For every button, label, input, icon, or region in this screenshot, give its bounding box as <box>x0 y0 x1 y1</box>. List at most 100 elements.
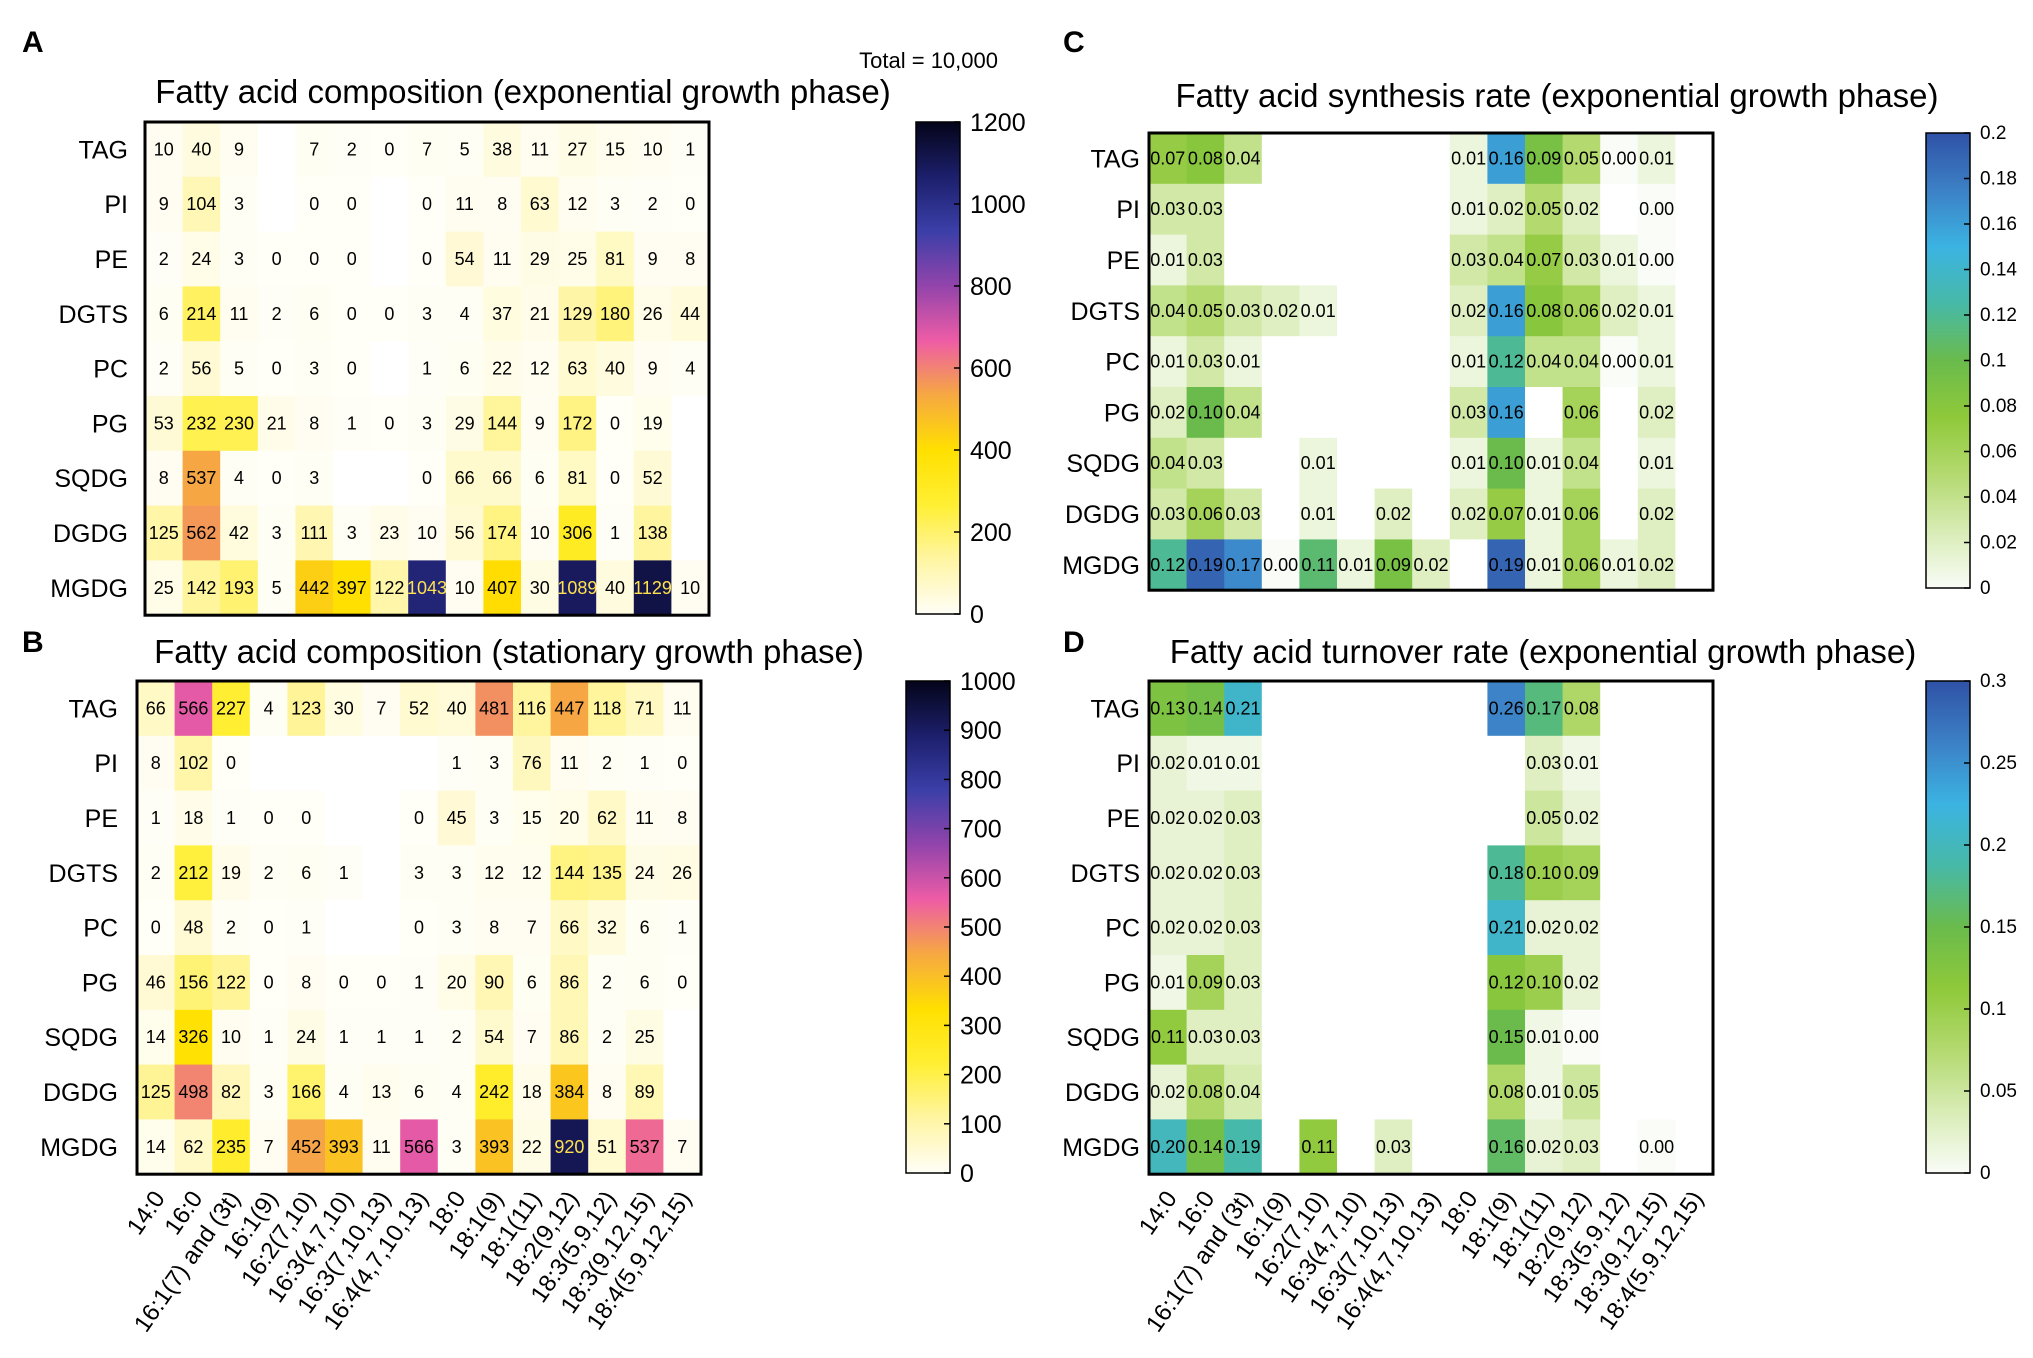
heatmap-cell <box>483 286 522 342</box>
cell-value: 0 <box>347 194 357 214</box>
row-label: DGTS <box>1071 860 1140 888</box>
heatmap-cell <box>137 1119 176 1175</box>
heatmap-cell <box>1449 1009 1488 1066</box>
heatmap-cell <box>220 176 259 233</box>
cell-value: 0.03 <box>1225 504 1260 524</box>
heatmap-cell <box>596 396 635 452</box>
cell-value: 0.03 <box>1225 808 1260 828</box>
heatmap-cell <box>1149 790 1188 846</box>
heatmap-cell <box>633 176 672 233</box>
cell-value: 1 <box>685 139 695 159</box>
heatmap-cell <box>1299 735 1338 792</box>
heatmap-cell <box>1449 234 1488 286</box>
cell-value: 0.02 <box>1150 402 1185 422</box>
panel-b: B Fatty acid composition (stationary gro… <box>22 626 1016 1337</box>
heatmap-cell <box>1637 681 1676 737</box>
heatmap-cell <box>1186 1064 1225 1120</box>
heatmap-cell <box>1337 955 1376 1011</box>
cell-value: 9 <box>159 194 169 214</box>
cell-value: 1 <box>339 863 349 883</box>
heatmap-cell <box>182 176 221 233</box>
heatmap-cell <box>145 122 184 178</box>
heatmap-cell <box>1224 539 1263 591</box>
cell-value: 7 <box>422 139 432 159</box>
cell-value: 6 <box>640 972 650 992</box>
heatmap-cell <box>558 560 597 616</box>
heatmap-cell <box>287 1009 326 1066</box>
cell-value: 0.02 <box>1376 504 1411 524</box>
cell-value: 0.06 <box>1564 555 1599 575</box>
cell-value: 0 <box>422 194 432 214</box>
cell-value: 0.04 <box>1225 402 1260 422</box>
cell-value: 0.03 <box>1188 199 1223 219</box>
row-label: PI <box>94 750 118 778</box>
heatmap-cell <box>1675 488 1714 540</box>
heatmap-cell <box>1149 1119 1188 1175</box>
cell-value: 7 <box>264 1137 274 1157</box>
heatmap-cell <box>370 341 409 397</box>
heatmap-cell <box>521 122 560 178</box>
heatmap-cell <box>1186 234 1225 286</box>
heatmap-cell <box>1637 183 1676 236</box>
cell-value: 2 <box>272 304 282 324</box>
heatmap-cell <box>1337 1119 1376 1175</box>
heatmap-cell <box>257 450 296 507</box>
heatmap-cell <box>220 505 259 561</box>
cell-value: 0.05 <box>1564 148 1599 168</box>
heatmap-cell <box>1600 1119 1639 1175</box>
heatmap-cell <box>1637 234 1676 286</box>
heatmap-cell <box>295 122 334 178</box>
cell-value: 537 <box>630 1137 660 1157</box>
row-label: PE <box>95 246 128 274</box>
panel-title: Fatty acid composition (exponential grow… <box>155 73 891 110</box>
cell-value: 232 <box>186 413 216 433</box>
cell-value: 0.03 <box>1564 250 1599 270</box>
cell-value: 0.01 <box>1639 453 1674 473</box>
colorbar-tick-label: 0.18 <box>1980 169 2017 190</box>
heatmap-cell <box>408 560 447 616</box>
colorbar-tick-label: 200 <box>970 519 1012 547</box>
heatmap-cell <box>1675 539 1714 591</box>
cell-value: 0.02 <box>1413 555 1448 575</box>
heatmap-cell <box>1675 681 1714 737</box>
heatmap-cell <box>1449 183 1488 236</box>
colorbar-tick-label: 600 <box>970 355 1012 383</box>
heatmap-cell <box>182 560 221 616</box>
heatmap-cell <box>1525 845 1564 901</box>
heatmap-cell <box>370 122 409 178</box>
heatmap-cell <box>1224 1119 1263 1175</box>
heatmap-cell <box>1224 387 1263 439</box>
colorbar-tick-label: 200 <box>960 1062 1002 1090</box>
heatmap-cell <box>174 1119 213 1175</box>
cell-value: 89 <box>635 1082 655 1102</box>
cell-value: 13 <box>371 1082 391 1102</box>
heatmap-cell <box>325 900 364 956</box>
heatmap-cell <box>1487 1064 1526 1120</box>
heatmap-cell <box>182 505 221 561</box>
cell-value: 0 <box>151 918 161 938</box>
heatmap-cell <box>220 231 259 287</box>
heatmap-cell <box>1186 681 1225 737</box>
cell-value: 0.03 <box>1451 402 1486 422</box>
cell-value: 0.01 <box>1301 504 1336 524</box>
cell-value: 0.01 <box>1639 148 1674 168</box>
heatmap-cell <box>1412 1064 1451 1120</box>
heatmap-cell <box>596 286 635 342</box>
heatmap-cell <box>1337 437 1376 490</box>
heatmap-cell <box>1412 900 1451 956</box>
row-label: TAG <box>1090 145 1140 173</box>
heatmap-cell <box>1449 845 1488 901</box>
cell-value: 19 <box>643 413 663 433</box>
cell-value: 24 <box>191 249 211 269</box>
heatmap-cell <box>1374 1064 1413 1120</box>
cell-value: 172 <box>562 413 592 433</box>
cell-value: 0.02 <box>1150 753 1185 773</box>
heatmap-cell <box>1149 539 1188 591</box>
heatmap-cell <box>445 176 484 233</box>
heatmap-cell <box>1562 336 1601 388</box>
row-label: PG <box>1104 969 1140 997</box>
heatmap-cell <box>1525 1009 1564 1066</box>
cell-value: 3 <box>264 1082 274 1102</box>
row-label: DGDG <box>1065 501 1140 529</box>
heatmap-cell <box>633 450 672 507</box>
